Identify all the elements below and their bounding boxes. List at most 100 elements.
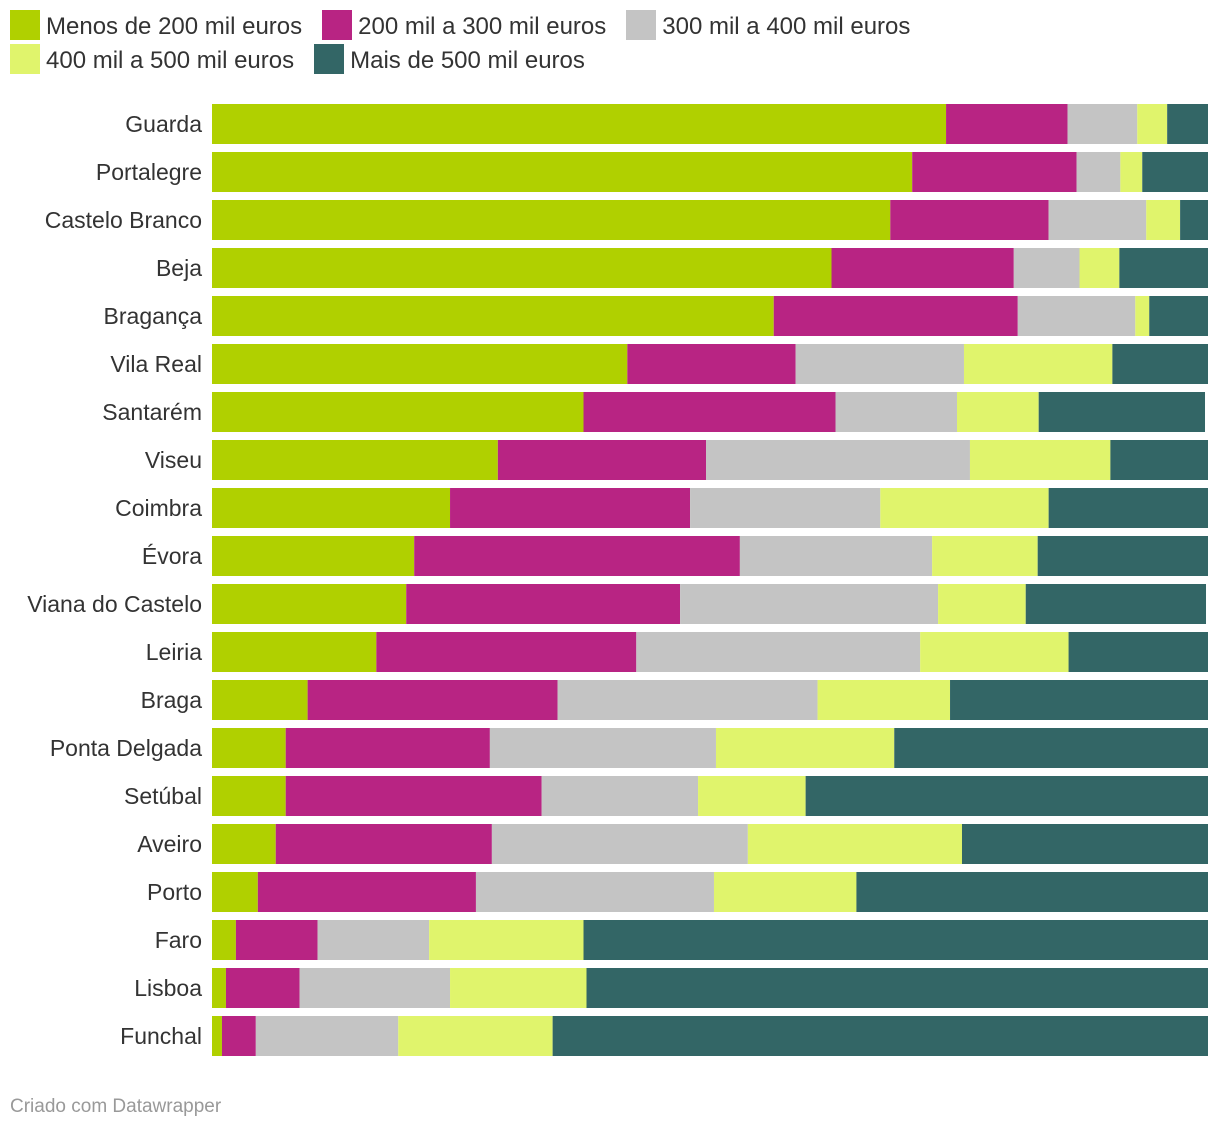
bar-segment (221, 1016, 256, 1056)
bar-segment (817, 680, 951, 720)
bar-segment (795, 344, 964, 384)
bar-segment (938, 584, 1026, 624)
bar-segment (773, 296, 1018, 336)
bar-segment (932, 536, 1038, 576)
bar-segment (1037, 536, 1208, 576)
bar-segment (317, 920, 430, 960)
category-label: Bragança (104, 303, 203, 329)
bar-segment (805, 776, 1208, 816)
bar-segment (583, 920, 1208, 960)
bar-segment (1146, 200, 1181, 240)
bar-segment (212, 728, 286, 768)
bar-segment (212, 584, 407, 624)
legend-swatch (10, 10, 40, 40)
bar-segment (713, 872, 857, 912)
bar-segment (586, 968, 1208, 1008)
bar-segment (583, 392, 836, 432)
bar-segment (307, 680, 558, 720)
bar-segment (747, 824, 962, 864)
bar-segment (1048, 200, 1147, 240)
bar-segment (706, 440, 970, 480)
bar-segment (475, 872, 714, 912)
category-label: Aveiro (137, 831, 202, 857)
bar-segment (1142, 152, 1208, 192)
legend-item: 200 mil a 300 mil euros (322, 10, 606, 44)
bar-segment (225, 968, 300, 1008)
category-label: Leiria (146, 639, 202, 665)
bar-segment (912, 152, 1077, 192)
bar-segment (414, 536, 740, 576)
bar-segment (212, 152, 913, 192)
bar-segment (212, 1016, 222, 1056)
bar-segment (1167, 104, 1208, 144)
bar-segment (961, 824, 1208, 864)
bar-segment (1068, 632, 1208, 672)
category-label: Viseu (145, 447, 202, 473)
bar-segment (212, 536, 415, 576)
footer-credit: Criado com Datawrapper (10, 1096, 222, 1117)
category-label: Beja (156, 255, 202, 281)
bar-segment (1180, 200, 1208, 240)
bar-segment (636, 632, 921, 672)
bar-segment (1135, 296, 1150, 336)
legend-swatch (314, 44, 345, 74)
bar-segment (398, 1016, 553, 1056)
legend-item: 300 mil a 400 mil euros (626, 10, 910, 44)
bar-segment (285, 776, 542, 816)
bar-segment (1137, 104, 1168, 144)
bar-segment (212, 920, 236, 960)
bar-segment (257, 872, 476, 912)
bar-segment (715, 728, 895, 768)
bar-segment (1120, 152, 1143, 192)
legend-item: 400 mil a 500 mil euros (10, 44, 294, 78)
category-label: Coimbra (115, 495, 202, 521)
bar-segment (376, 632, 637, 672)
bar-segment (1038, 392, 1206, 432)
bar-segment (212, 200, 891, 240)
legend-label: Menos de 200 mil euros (46, 13, 303, 40)
bar-segment (1067, 104, 1138, 144)
bar-segment (1025, 584, 1207, 624)
category-label: Funchal (120, 1023, 202, 1049)
bar-segment (212, 872, 258, 912)
bar-segment (212, 680, 308, 720)
bar-segment (235, 920, 318, 960)
bar-segment (1149, 296, 1208, 336)
bar-segment (856, 872, 1208, 912)
legend-label: Mais de 500 mil euros (350, 47, 585, 74)
bar-segment (212, 296, 774, 336)
bar-segment (541, 776, 699, 816)
bar-segment (212, 392, 584, 432)
bar-segment (680, 584, 939, 624)
category-label: Santarém (102, 399, 202, 425)
bar-segment (946, 104, 1068, 144)
bar-segment (552, 1016, 1208, 1056)
category-label: Porto (147, 879, 202, 905)
bar-segment (491, 824, 748, 864)
legend-item: Mais de 500 mil euros (314, 44, 585, 78)
bar-segment (489, 728, 716, 768)
bar-segment (1076, 152, 1121, 192)
bar-segment (835, 392, 958, 432)
bar-segment (1017, 296, 1136, 336)
bar-segment (739, 536, 933, 576)
bar-segment (406, 584, 681, 624)
bar-segment (1119, 248, 1208, 288)
category-label: Portalegre (96, 159, 202, 185)
category-label: Viana do Castelo (27, 591, 202, 617)
bar-segment (831, 248, 1014, 288)
category-label: Setúbal (124, 783, 202, 809)
bar-segment (1079, 248, 1120, 288)
bar-segment (950, 680, 1208, 720)
category-label: Ponta Delgada (50, 735, 202, 761)
bar-segment (255, 1016, 399, 1056)
legend-label: 200 mil a 300 mil euros (358, 13, 607, 40)
bar-segment (627, 344, 796, 384)
bar-segment (212, 344, 628, 384)
bar-segment (212, 440, 498, 480)
legend-item: Menos de 200 mil euros (10, 10, 302, 44)
bar-segment (212, 488, 451, 528)
bar-segment (957, 392, 1039, 432)
category-label: Faro (155, 927, 202, 953)
